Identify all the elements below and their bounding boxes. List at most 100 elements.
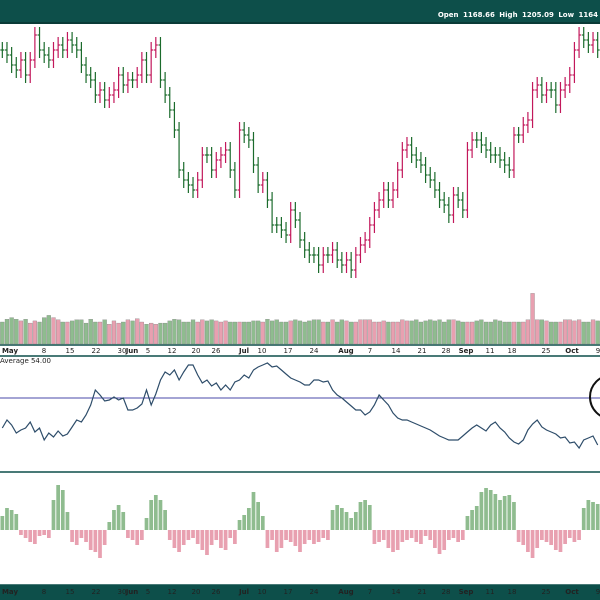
month-tick-label: Jul: [238, 347, 249, 355]
histogram-bar: [14, 514, 19, 530]
volume-bar: [232, 321, 237, 345]
volume-bar: [135, 318, 140, 345]
histogram-bar: [330, 510, 335, 530]
volume-bar: [228, 321, 233, 345]
volume-bar: [558, 321, 563, 345]
volume-bar: [525, 319, 531, 345]
day-tick-label: 20: [192, 588, 201, 596]
volume-bar: [409, 320, 414, 345]
volume-bar: [283, 321, 289, 345]
day-tick-label: 9: [596, 347, 600, 355]
volume-bar: [102, 319, 107, 345]
day-tick-label: 28: [442, 347, 451, 355]
volume-bar: [297, 320, 303, 345]
histogram-bar: [121, 512, 126, 530]
histogram-bar: [372, 530, 377, 544]
histogram-bar: [581, 508, 586, 530]
histogram-bar: [446, 530, 451, 540]
histogram-bar: [474, 506, 479, 530]
volume-bar: [469, 321, 475, 345]
volume-bar: [237, 321, 242, 345]
volume-bar: [576, 319, 582, 345]
day-tick-label: 25: [542, 588, 551, 596]
histogram-bar: [144, 518, 149, 530]
volume-bar: [521, 321, 526, 345]
histogram-bar: [79, 530, 84, 538]
volume-bar: [400, 319, 405, 345]
volume-bar: [265, 319, 270, 345]
volume-bar: [42, 317, 47, 345]
ohlc-readout: Open 1168.66 High 1205.09 Low 1164: [436, 11, 598, 19]
histogram-bar: [335, 505, 340, 530]
open-label: Open: [437, 11, 459, 19]
histogram-bar: [595, 504, 600, 530]
volume-bar: [111, 320, 117, 345]
volume-bar: [125, 319, 131, 345]
volume-bar: [432, 320, 437, 345]
month-tick-label: Aug: [338, 588, 353, 596]
histogram-bar: [251, 492, 256, 530]
volume-bar: [316, 319, 321, 345]
volume-bar: [595, 320, 600, 345]
volume-bar: [530, 293, 535, 345]
histogram-bar: [260, 516, 265, 530]
volume-bar: [437, 319, 442, 345]
histogram-bar: [502, 496, 507, 530]
volume-bar: [200, 319, 205, 345]
volume-bar: [446, 319, 451, 345]
histogram-bar: [563, 530, 567, 544]
volume-bar: [456, 320, 461, 345]
histogram-bar: [512, 502, 516, 530]
volume-bar: [195, 321, 200, 345]
volume-bar: [107, 324, 112, 345]
histogram-bar: [344, 512, 349, 530]
volume-bar: [23, 319, 28, 345]
histogram-bar: [265, 530, 270, 548]
volume-bar: [376, 321, 382, 345]
histogram-bar: [437, 530, 442, 554]
volume-bar: [37, 321, 42, 345]
volume-bar: [209, 319, 214, 345]
histogram-bar: [405, 530, 409, 540]
volume-bar: [32, 320, 37, 345]
histogram-bar: [544, 530, 549, 542]
volume-bar: [83, 322, 89, 345]
volume-bar: [274, 319, 279, 345]
histogram-bar: [428, 530, 433, 540]
volume-bar: [386, 321, 391, 345]
volume-bar: [223, 320, 228, 345]
histogram-bar: [181, 530, 186, 545]
day-tick-label: 24: [310, 588, 319, 596]
histogram-bar: [195, 530, 200, 544]
histogram-bar: [381, 530, 386, 540]
histogram-bar: [163, 510, 167, 530]
histogram-bar: [414, 530, 419, 542]
volume-bar: [535, 319, 540, 345]
month-tick-label: Oct: [565, 347, 579, 355]
histogram-bar: [186, 530, 191, 540]
day-tick-label: 24: [310, 347, 319, 355]
volume-bar: [172, 319, 177, 345]
volume-bar: [153, 324, 158, 345]
histogram-bar: [419, 530, 423, 544]
histogram-bar: [270, 530, 274, 540]
volume-bar: [28, 322, 33, 345]
month-tick-label: Jun: [125, 347, 139, 355]
volume-bar: [358, 319, 363, 345]
volume-bar: [423, 320, 428, 345]
volume-bar: [311, 319, 317, 345]
volume-bar: [214, 320, 219, 345]
histogram-bar: [521, 530, 526, 545]
histogram-bar: [233, 530, 237, 544]
volume-bar: [353, 321, 358, 345]
volume-bar: [372, 321, 377, 345]
histogram-bar: [228, 530, 233, 538]
histogram-bar: [549, 530, 554, 545]
day-tick-label: 11: [486, 347, 495, 355]
day-tick-label: 22: [92, 588, 101, 596]
day-tick-label: 11: [486, 588, 495, 596]
volume-bar: [204, 320, 210, 345]
histogram-bar: [130, 530, 135, 540]
volume-bar: [321, 321, 326, 345]
